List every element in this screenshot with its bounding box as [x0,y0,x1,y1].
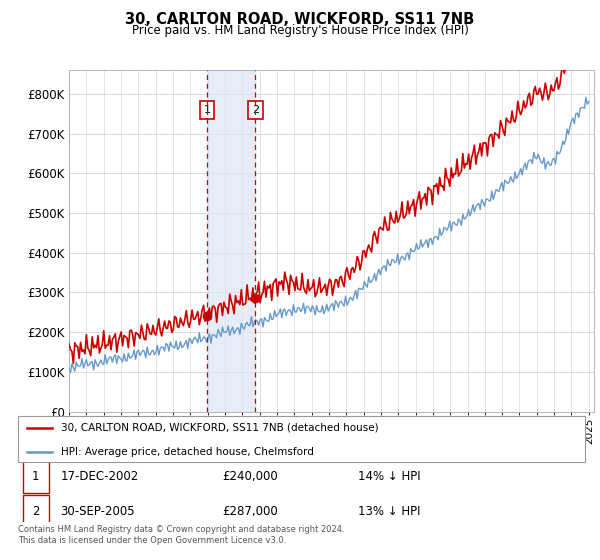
Text: 14% ↓ HPI: 14% ↓ HPI [358,470,421,483]
Text: 1: 1 [32,470,40,483]
Text: 30, CARLTON ROAD, WICKFORD, SS11 7NB (detached house): 30, CARLTON ROAD, WICKFORD, SS11 7NB (de… [61,423,378,432]
Text: 13% ↓ HPI: 13% ↓ HPI [358,505,421,518]
Text: HPI: Average price, detached house, Chelmsford: HPI: Average price, detached house, Chel… [61,447,313,457]
Text: 2: 2 [32,505,40,518]
Text: £240,000: £240,000 [222,470,278,483]
Text: Price paid vs. HM Land Registry's House Price Index (HPI): Price paid vs. HM Land Registry's House … [131,24,469,36]
Text: 1: 1 [203,105,211,115]
Text: Contains HM Land Registry data © Crown copyright and database right 2024.
This d: Contains HM Land Registry data © Crown c… [18,525,344,545]
Text: 30-SEP-2005: 30-SEP-2005 [61,505,135,518]
Bar [207,70,255,412]
Bar [23,460,49,493]
Text: £287,000: £287,000 [222,505,278,518]
Bar [23,495,49,528]
Text: 17-DEC-2002: 17-DEC-2002 [61,470,139,483]
Text: 30, CARLTON ROAD, WICKFORD, SS11 7NB: 30, CARLTON ROAD, WICKFORD, SS11 7NB [125,12,475,27]
Text: 2: 2 [251,105,259,115]
